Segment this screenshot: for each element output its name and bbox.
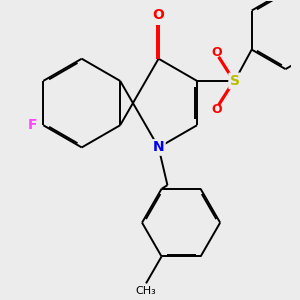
Text: O: O	[211, 103, 222, 116]
Text: O: O	[153, 8, 164, 22]
Text: CH₃: CH₃	[136, 286, 156, 296]
Text: S: S	[230, 74, 240, 88]
Text: F: F	[28, 118, 37, 132]
Text: N: N	[153, 140, 164, 154]
Text: O: O	[211, 46, 222, 59]
